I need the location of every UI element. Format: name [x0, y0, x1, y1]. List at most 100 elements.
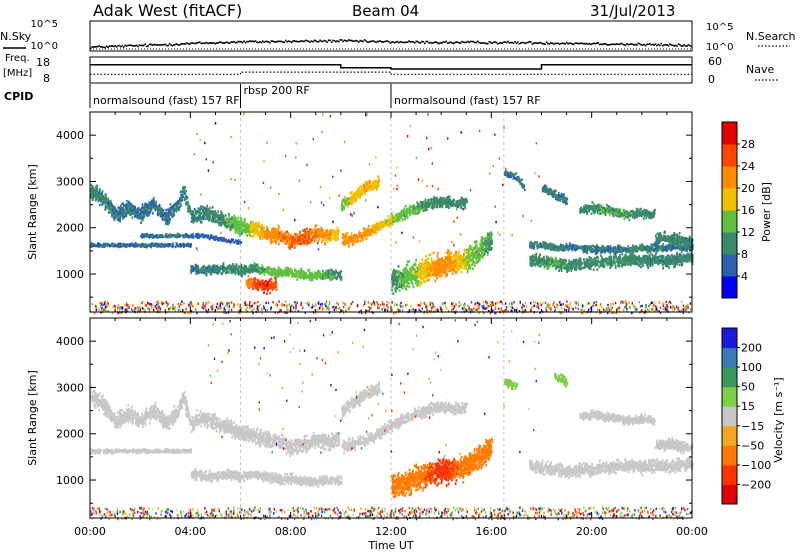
scatter-point [258, 269, 261, 272]
nsky-point [511, 41, 513, 44]
scatter-point [91, 197, 94, 200]
scatter-point [409, 212, 412, 216]
nsky-point [444, 41, 446, 44]
scatter-point [318, 232, 320, 236]
scatter-point [104, 199, 106, 203]
scatter-point [289, 244, 292, 248]
scatter-point [199, 270, 202, 274]
scatter-point [101, 201, 104, 204]
nsky-point [130, 44, 132, 47]
scatter-point [380, 225, 382, 228]
nsky-point [532, 42, 535, 44]
scatter-point [287, 273, 290, 276]
scatter-point [229, 265, 232, 269]
scatter-point [391, 221, 394, 225]
scatter-point [94, 188, 97, 192]
scatter-point [341, 241, 344, 245]
scatter-point [291, 237, 293, 240]
scatter-point [166, 234, 169, 237]
scatter-point [249, 233, 252, 237]
scatter-point [459, 202, 462, 206]
scatter-point [425, 203, 428, 206]
nsky-point [144, 43, 147, 45]
scatter-point [300, 242, 303, 246]
scatter-point [240, 264, 243, 267]
scatter-point [160, 214, 162, 217]
scatter-point [414, 210, 417, 213]
scatter-point [126, 204, 129, 208]
scatter-point [235, 267, 238, 271]
scatter-point [335, 235, 337, 239]
scatter-point [353, 192, 356, 195]
nsky-point [370, 40, 373, 43]
scatter-point [224, 271, 227, 275]
scatter-point [141, 242, 143, 246]
scatter-point [112, 204, 115, 208]
scatter-point [336, 235, 338, 239]
scatter-point [197, 233, 200, 236]
scatter-point [104, 206, 107, 210]
scatter-point [165, 211, 168, 215]
scatter-point [312, 276, 315, 280]
scatter-point [355, 233, 357, 237]
nsky-point [608, 43, 611, 46]
nsky-point [654, 43, 657, 45]
scatter-point [247, 274, 250, 278]
scatter-point [249, 223, 252, 226]
scatter-point [144, 245, 146, 248]
scatter-point [230, 269, 233, 273]
scatter-point [337, 233, 340, 237]
scatter-point [177, 206, 180, 210]
scatter-point [293, 236, 296, 240]
scatter-point [311, 234, 314, 238]
scatter-point [238, 220, 240, 224]
nsky-point [449, 41, 452, 43]
scatter-point [208, 211, 211, 215]
scatter-point [218, 220, 221, 224]
nsky-point [613, 43, 615, 46]
scatter-point [398, 215, 401, 219]
scatter-point [187, 203, 190, 207]
scatter-point [337, 229, 340, 233]
scatter-point [390, 214, 393, 217]
scatter-point [214, 237, 216, 240]
scatter-point [437, 199, 439, 203]
scatter-point [197, 207, 200, 210]
scatter-point [426, 208, 428, 211]
scatter-point [248, 232, 250, 236]
scatter-point [318, 228, 321, 231]
scatter-point [440, 196, 443, 200]
scatter-point [300, 239, 302, 243]
scatter-point [441, 205, 444, 209]
scatter-point [242, 224, 245, 228]
scatter-point [399, 212, 402, 215]
scatter-point [401, 211, 404, 215]
nsky-point [501, 42, 503, 44]
scatter-point [111, 209, 114, 213]
scatter-point [264, 234, 267, 238]
scatter-point [386, 223, 389, 227]
nsky-point [283, 41, 286, 44]
scatter-point [376, 179, 379, 183]
scatter-point [152, 197, 155, 200]
scatter-point [164, 215, 166, 218]
scatter-point [316, 271, 318, 275]
scatter-point [148, 207, 151, 210]
scatter-point [167, 212, 169, 215]
scatter-point [258, 266, 261, 270]
nsky-point [686, 45, 688, 47]
scatter-point [121, 244, 123, 247]
scatter-point [171, 233, 173, 237]
nsky-point [477, 40, 479, 43]
scatter-point [97, 244, 100, 248]
scatter-point [458, 199, 461, 202]
scatter-point [159, 235, 161, 238]
scatter-point [237, 216, 240, 219]
scatter-point [211, 235, 214, 239]
scatter-point [304, 234, 307, 238]
nsky-point [213, 42, 215, 44]
nsky-point [326, 41, 329, 43]
nsky-point [458, 42, 460, 44]
scatter-point [367, 230, 369, 233]
nsky-point [631, 43, 634, 46]
